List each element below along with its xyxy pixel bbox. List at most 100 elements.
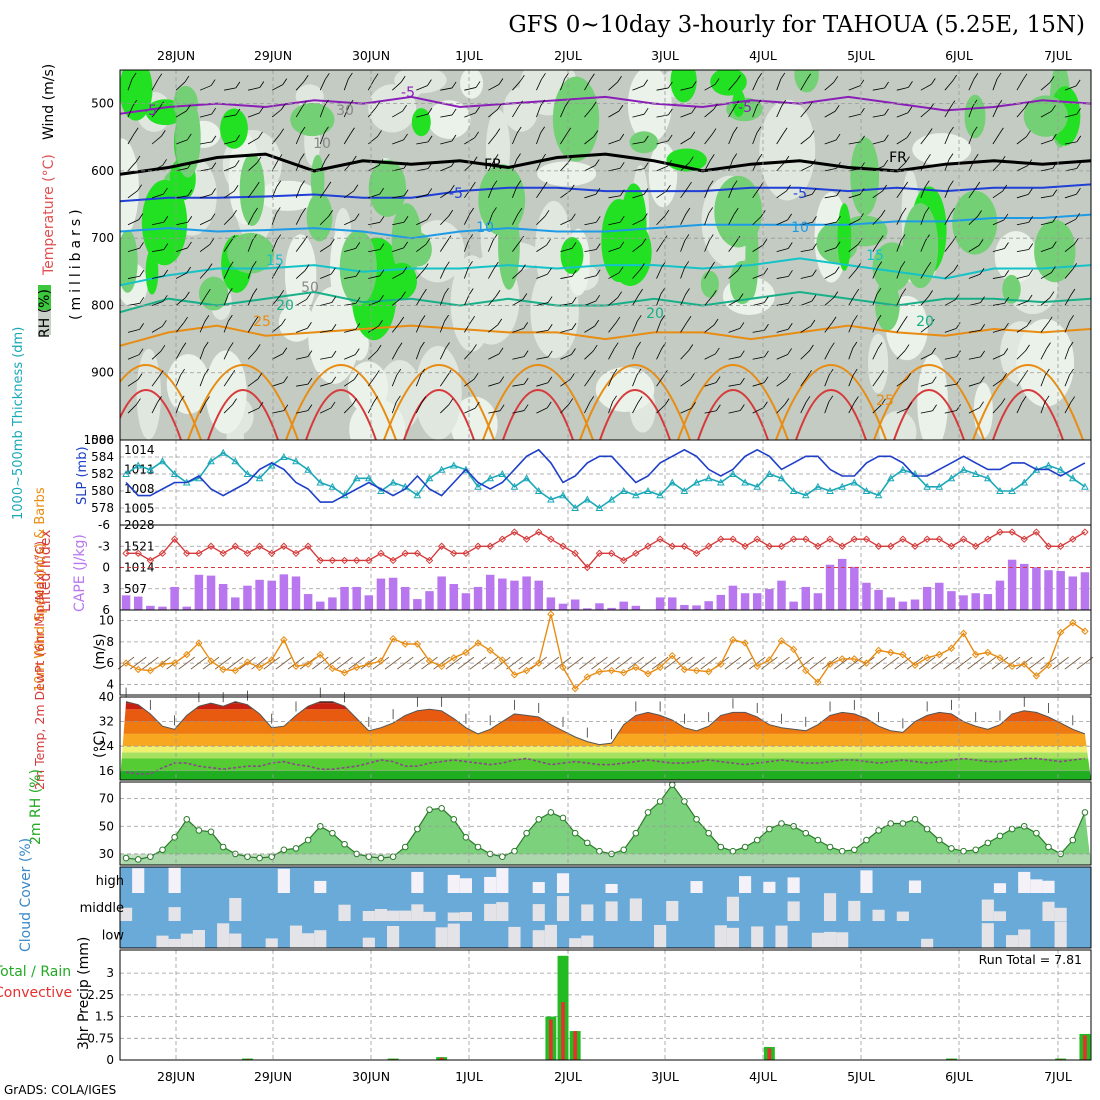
temp-tick: 16 [99,764,114,778]
wind-barb-flag [163,243,169,250]
wind-barb [920,267,928,279]
wind-speed-point [680,665,689,674]
wind-tick: 6 [106,656,114,670]
wind-barb [968,382,981,387]
wind-barb-flag [615,316,621,324]
cloud-frame [119,866,1092,949]
cape-bar [546,597,556,610]
wind-barb [872,267,879,279]
wind-barb [151,193,164,199]
cloud-gap [751,926,764,948]
cape-bar [364,595,374,610]
wind-barb-flag [619,133,625,141]
wind-barb [445,656,463,670]
wind-barb [800,402,807,414]
wind-barb-flag [547,350,553,358]
wind-barb [680,407,692,414]
wind-barb-flag [420,315,426,322]
wind-barb [848,374,854,387]
li-point [656,535,664,543]
thickness-point [462,465,470,473]
wind-barb-flag [523,404,529,411]
wind-barb [991,656,1009,670]
wind-speed-point [1056,628,1065,637]
wind-barb [247,267,253,279]
thickness-point [559,491,567,499]
rh-point [535,816,543,823]
pressure-tick: 600 [91,164,114,178]
wind-barb [776,78,782,91]
rh-point [1069,836,1077,844]
rh-dry-pocket [120,138,139,238]
wind-barb [728,241,737,252]
wind-speed-point [802,666,810,675]
wind-barb-flag [421,396,427,403]
isotherm-35 [207,389,279,440]
wind-barb [1040,348,1047,360]
wind-speed-point [158,660,167,668]
rh-moist-pocket [220,108,248,149]
date-label-top: 30JUN [352,48,390,63]
wind-barb-flag [379,295,384,302]
rh-point [814,836,822,844]
rh-point [329,829,336,837]
wind-barb [680,378,691,387]
cloud-gap [314,880,327,893]
date-label-bottom: 3JUL [651,1069,679,1084]
cloud-level-label: high [96,874,124,889]
wind-barb-flag [400,75,406,83]
wind-barb-flag [331,323,337,331]
wind-barb-flag [787,322,793,330]
li-point [644,542,652,550]
wind-barb-flag [780,72,786,80]
label-precip: 3hr Precip (mm) [76,937,92,1050]
wind-barb-flag [979,401,984,408]
wind-barb [392,195,405,199]
thickness-point [862,486,871,494]
wind-barb [319,79,326,91]
wind-barb [656,376,664,387]
wind-speed-point [522,666,531,675]
wind-barb [728,383,741,387]
wind-barb-flag [735,235,741,243]
wind-speed-point [437,662,446,671]
cloud-gap [362,937,375,948]
wind-barb [632,85,644,91]
wind-barb-flag [931,347,936,355]
wind-barb [247,294,254,306]
rh-dry-pocket [414,345,462,440]
wind-barb [175,322,184,333]
cloud-gap [714,925,727,948]
wind-barb-flag [445,342,450,349]
wind-barb [944,383,957,387]
cape-bar [522,576,531,610]
wind-barb-flag [980,324,986,331]
wind-barb [632,113,645,118]
cape-bar [328,597,337,610]
cloud-gap [387,910,400,921]
wind-barb [809,656,827,670]
li-point [122,549,130,558]
wind-barb [824,322,833,333]
wind-barb-flag [834,105,840,112]
wind-barb [896,213,903,225]
wind-barb-flag [997,99,1003,107]
wind-barb-flag [715,347,720,355]
cape-bar [449,584,459,610]
rh-point [389,853,397,861]
wind-barb [1064,218,1076,226]
wind-barb [848,347,854,360]
wind-barb [200,141,212,145]
cloud-gap [823,931,837,948]
wind-barb [464,350,473,360]
wind-speed-point [547,610,555,618]
wind-barb [1040,297,1051,306]
wind-barb-flag [353,184,359,191]
isotherm-30 [285,364,397,440]
wind-barb-flag [228,261,234,268]
wind-barb-flag [569,184,575,192]
wind-barb-flag [162,320,167,327]
wind-barb [992,328,1005,333]
wind-barb [512,213,519,225]
wind-barb [896,267,902,279]
